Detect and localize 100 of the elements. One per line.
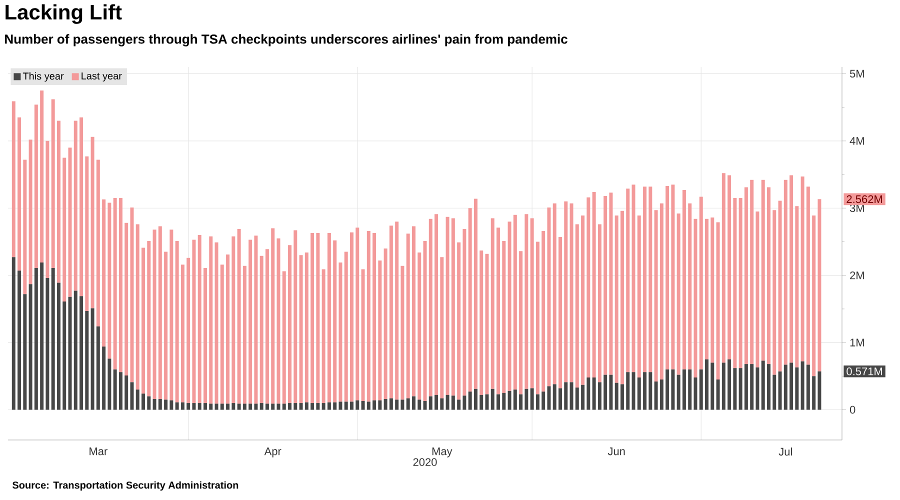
- bar: [480, 394, 484, 410]
- bar: [806, 364, 810, 410]
- bar: [620, 384, 624, 410]
- bar: [327, 232, 331, 402]
- bar: [395, 222, 399, 400]
- bar: [542, 392, 546, 410]
- bar: [530, 218, 534, 388]
- bar: [248, 404, 252, 410]
- bar: [389, 226, 393, 398]
- x-tick-label: May: [432, 448, 452, 458]
- bar: [428, 396, 432, 410]
- bar: [68, 148, 72, 297]
- bar: [716, 222, 720, 380]
- bar: [130, 382, 134, 410]
- bar: [85, 310, 89, 410]
- bar: [676, 374, 680, 410]
- bar: [96, 160, 100, 326]
- bar: [338, 402, 342, 410]
- bar: [423, 241, 427, 402]
- bar: [800, 361, 804, 410]
- bar: [722, 362, 726, 410]
- bar: [175, 241, 179, 402]
- bar: [198, 235, 202, 404]
- bar: [333, 240, 337, 402]
- bar: [812, 376, 816, 410]
- bar: [327, 402, 331, 410]
- bar: [790, 175, 794, 363]
- bar: [12, 101, 16, 258]
- x-tick-label: Apr: [264, 448, 282, 458]
- bar: [485, 254, 489, 394]
- bar: [671, 184, 675, 370]
- bar: [423, 401, 427, 410]
- bar: [170, 230, 174, 400]
- bar: [232, 403, 236, 410]
- bar: [400, 400, 404, 410]
- bar: [344, 402, 348, 410]
- bar: [654, 210, 658, 382]
- bar: [80, 296, 84, 410]
- y-tick-label: 2M: [850, 272, 864, 280]
- bar: [361, 401, 365, 410]
- bar: [406, 398, 410, 410]
- bar: [564, 201, 568, 382]
- bar: [152, 398, 156, 410]
- bar: [322, 269, 326, 404]
- bar: [124, 375, 128, 410]
- bar: [203, 268, 207, 404]
- annotation: 2.562M: [846, 195, 882, 204]
- bar: [418, 400, 422, 410]
- bar: [147, 241, 151, 396]
- bar: [699, 196, 703, 370]
- bar: [333, 402, 337, 410]
- bar: [232, 236, 236, 404]
- bar: [761, 180, 765, 361]
- bar: [316, 232, 320, 404]
- bar: [592, 192, 596, 378]
- bar: [519, 394, 523, 410]
- bar: [282, 271, 286, 404]
- bar: [474, 198, 478, 389]
- bar: [282, 404, 286, 410]
- bar: [570, 382, 574, 410]
- x-tick-label: Jul: [778, 448, 792, 456]
- bar: [56, 282, 60, 410]
- bar: [310, 403, 314, 410]
- bar: [74, 290, 78, 410]
- bar: [209, 236, 213, 404]
- bar: [18, 270, 22, 410]
- bar: [536, 394, 540, 410]
- bar: [304, 252, 308, 402]
- bar: [372, 232, 376, 400]
- annotation: 0.571M: [846, 367, 882, 376]
- bar: [744, 187, 748, 364]
- bar: [818, 199, 822, 372]
- bar: [51, 99, 55, 268]
- bar: [350, 402, 354, 410]
- bar: [378, 260, 382, 400]
- bar: [547, 207, 551, 386]
- x-axis-title: 2020: [413, 458, 437, 466]
- source-note: Source: Transportation Security Administration: [12, 481, 238, 491]
- bar: [265, 249, 269, 404]
- bar: [524, 388, 528, 410]
- bar: [440, 398, 444, 410]
- bar: [28, 284, 32, 410]
- bar: [304, 402, 308, 410]
- bar: [457, 242, 461, 400]
- bar: [389, 398, 393, 410]
- bar: [316, 403, 320, 410]
- bar: [648, 186, 652, 372]
- bar: [716, 380, 720, 410]
- bar: [772, 374, 776, 410]
- bar: [451, 396, 455, 410]
- bar: [322, 403, 326, 410]
- bar: [519, 251, 523, 394]
- bar: [288, 403, 292, 410]
- bar: [772, 210, 776, 375]
- legend-label: This year: [22, 72, 64, 82]
- bar: [710, 218, 714, 363]
- bar: [62, 302, 66, 410]
- bar: [142, 394, 145, 410]
- bar: [164, 400, 168, 410]
- bar: [643, 186, 647, 372]
